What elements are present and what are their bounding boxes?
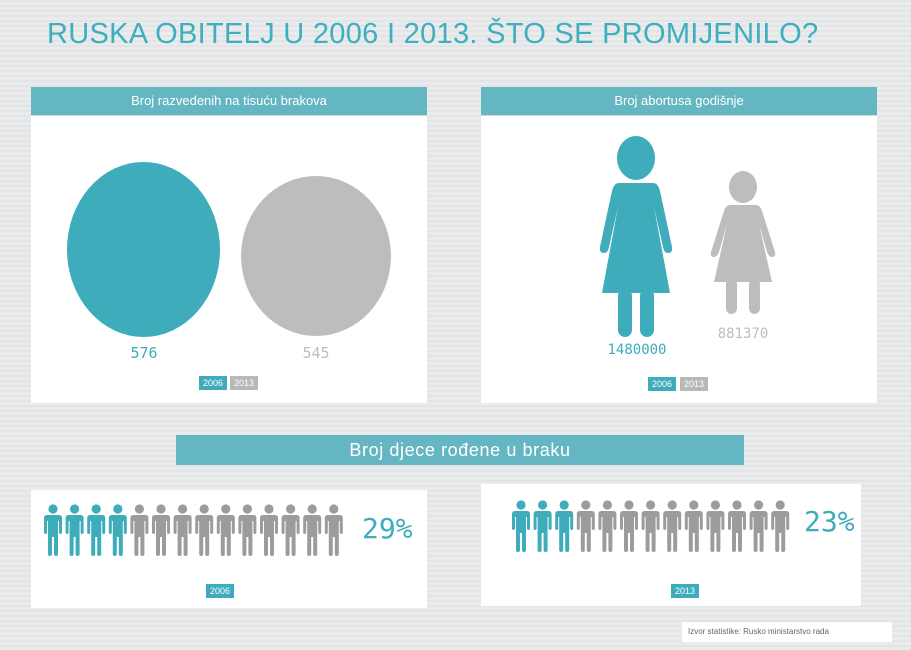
- person-icon: [749, 500, 768, 552]
- people-row-2013: [512, 500, 790, 552]
- person-icon: [173, 504, 192, 556]
- woman-figure-2006: [599, 136, 673, 337]
- person-icon: [87, 504, 106, 556]
- person-icon: [576, 500, 595, 552]
- person-icon: [706, 500, 725, 552]
- person-icon: [771, 500, 790, 552]
- children-percent-2006: 29%: [362, 512, 413, 545]
- person-icon: [195, 504, 214, 556]
- source-note: Izvor statistike: Rusko ministarstvo rad…: [682, 622, 892, 642]
- person-icon: [728, 500, 746, 552]
- person-icon: [555, 500, 574, 552]
- abortion-panel: [481, 115, 877, 403]
- people-row-2006: [44, 504, 343, 556]
- divorce-value-2006: 576: [130, 344, 158, 362]
- person-icon: [152, 504, 170, 556]
- divorce-legend-2013: 2013: [230, 376, 258, 390]
- person-icon: [512, 500, 530, 552]
- woman-figure-2013: [710, 171, 776, 314]
- person-icon: [684, 500, 703, 552]
- person-icon: [324, 504, 343, 556]
- children-percent-2013: 23%: [804, 505, 855, 538]
- person-icon: [641, 500, 660, 552]
- children-legend-2006: 2006: [206, 584, 234, 598]
- person-icon: [216, 504, 235, 556]
- abortion-legend-2006: 2006: [648, 377, 676, 391]
- person-icon: [620, 500, 638, 552]
- divorce-panel-title: Broj razvedenih na tisuću brakova: [31, 87, 427, 115]
- divorce-bubble-2013: [241, 176, 391, 336]
- person-icon: [260, 504, 278, 556]
- person-icon: [663, 500, 682, 552]
- divorce-bubble-2006: [67, 162, 220, 337]
- person-icon: [130, 504, 149, 556]
- page-title: RUSKA OBITELJ U 2006 I 2013. ŠTO SE PROM…: [47, 18, 819, 50]
- children-section-title: Broj djece rođene u braku: [176, 435, 744, 465]
- divorce-value-2013: 545: [302, 344, 330, 362]
- person-icon: [303, 504, 322, 556]
- person-icon: [533, 500, 552, 552]
- abortion-value-2006: 1480000: [607, 342, 667, 358]
- person-icon: [598, 500, 617, 552]
- person-icon: [281, 504, 300, 556]
- abortion-value-2013: 881370: [717, 326, 769, 342]
- divorce-legend-2006: 2006: [199, 376, 227, 390]
- person-icon: [65, 504, 84, 556]
- abortion-legend-2013: 2013: [680, 377, 708, 391]
- person-icon: [108, 504, 127, 556]
- person-icon: [44, 504, 62, 556]
- person-icon: [238, 504, 257, 556]
- abortion-panel-title: Broj abortusa godišnje: [481, 87, 877, 115]
- children-legend-2013: 2013: [671, 584, 699, 598]
